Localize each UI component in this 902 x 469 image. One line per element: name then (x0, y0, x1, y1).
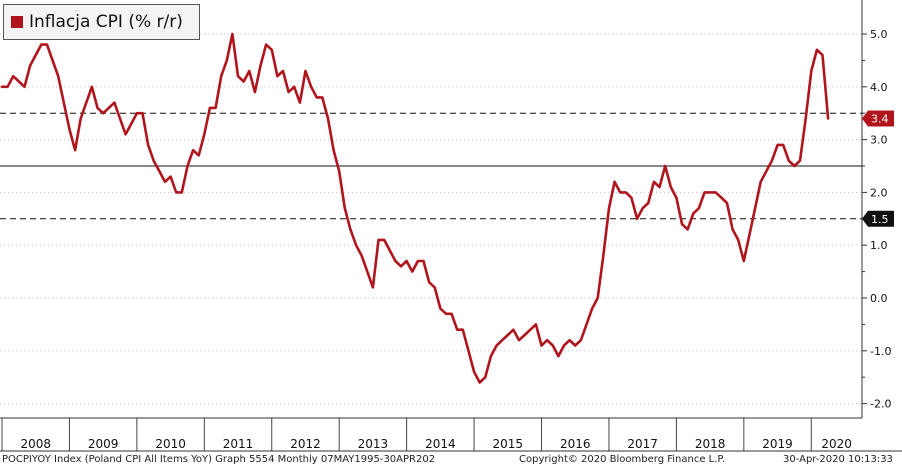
x-tick-label: 2009 (88, 437, 119, 451)
x-tick-label: 2019 (762, 437, 793, 451)
y-tick-label: 4.0 (870, 81, 888, 94)
value-tag (862, 110, 894, 127)
footer-source: POCPIYOY Index (Poland CPI All Items YoY… (2, 454, 436, 465)
x-tick-label: 2016 (560, 437, 591, 451)
y-tick-label: 2.0 (870, 186, 888, 199)
y-tick-label: 1.0 (870, 239, 888, 252)
legend-label: Inflacja CPI (% r/r) (29, 12, 183, 32)
x-tick-label: 2012 (290, 437, 321, 451)
y-tick-label: 5.0 (870, 28, 888, 41)
value-tag-label: 3.4 (871, 112, 889, 125)
x-tick-label: 2018 (695, 437, 726, 451)
x-tick-label: 2017 (627, 437, 658, 451)
x-tick-label: 2008 (20, 437, 51, 451)
plot-area (0, 0, 862, 418)
x-tick-label: 2014 (425, 437, 456, 451)
x-tick-label: 2020 (821, 437, 852, 451)
x-tick-label: 2015 (493, 437, 524, 451)
y-tick-label: 0.0 (870, 292, 888, 305)
series-line (0, 32, 830, 384)
footer-timestamp: 30-Apr-2020 10:13:33 (783, 454, 893, 465)
y-tick-label: 3.0 (870, 134, 888, 147)
y-tick-label: -1.0 (870, 345, 891, 358)
y-tick-label: -2.0 (870, 398, 891, 411)
legend: Inflacja CPI (% r/r) (3, 4, 200, 40)
value-tag-label: 1.5 (871, 213, 889, 226)
legend-swatch (11, 16, 23, 28)
value-tag (862, 210, 894, 227)
x-tick-label: 2011 (223, 437, 254, 451)
footer-copyright: Copyright© 2020 Bloomberg Finance L.P. (519, 454, 726, 465)
x-tick-label: 2013 (358, 437, 389, 451)
x-tick-label: 2010 (155, 437, 186, 451)
